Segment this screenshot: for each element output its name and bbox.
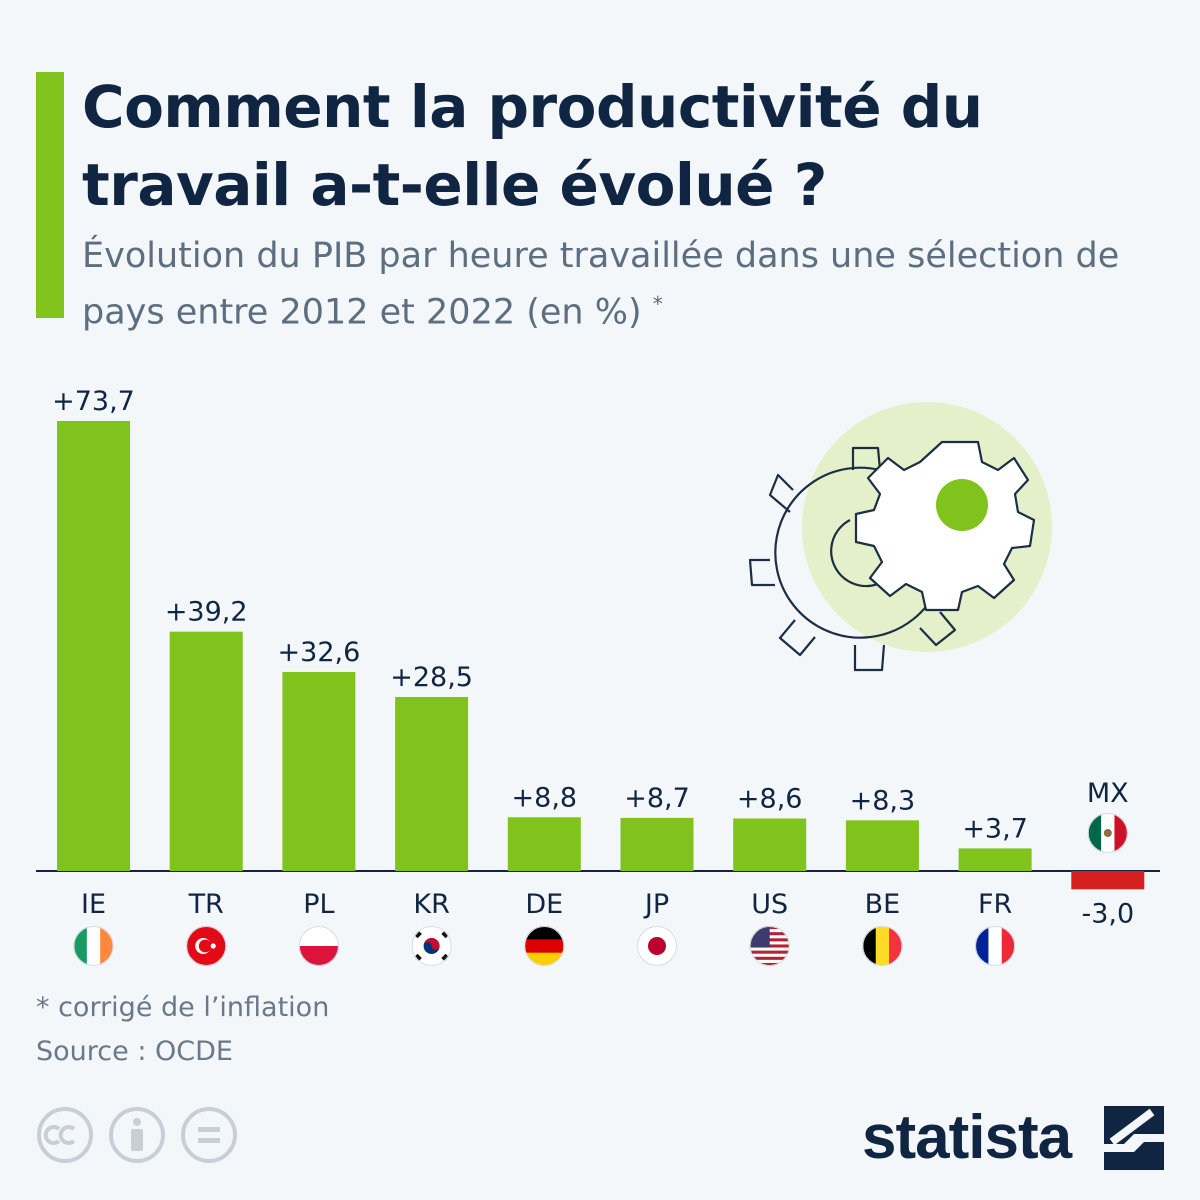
bar-ie [57,421,130,871]
bar-tr [169,631,243,871]
statista-logo-icon [1104,1106,1164,1170]
country-label-mx: MX [1087,778,1129,809]
flag-germany-icon [524,926,565,966]
value-label-us: +8,6 [737,783,803,814]
subtitle-text: Évolution du PIB par heure travaillée da… [82,236,1120,333]
value-label-tr: +39,2 [165,597,248,628]
flag-south-korea-icon [411,926,452,966]
value-label-mx: -3,0 [1081,898,1134,929]
bar-chart: +73,7 +39,2 +32,6 +28,5 +8,8 +8,7 +8,6 +8,3 +3,7… [36,386,1160,966]
flags-group [73,813,1128,966]
flag-ireland-icon [73,926,114,966]
bar-mx [1071,871,1145,890]
bar-jp [620,817,694,871]
flag-poland-icon [298,926,339,966]
country-label-tr: TR [188,889,224,920]
value-label-kr: +28,5 [390,662,473,693]
bar-be [845,820,919,871]
statista-logo[interactable]: statista [862,1098,1182,1178]
flag-japan-icon [637,926,677,966]
value-labels-group: +73,7 +39,2 +32,6 +28,5 +8,8 +8,7 +8,6 +8,3 +3,7… [52,386,1134,929]
bar-kr [395,696,469,871]
statista-wordmark: statista [862,1103,1073,1172]
country-label-be: BE [865,889,901,920]
small-gear-hub [936,479,988,531]
value-label-pl: +32,6 [278,637,361,668]
chart-title: Comment la productivité du travail a-t-e… [82,73,983,219]
value-label-jp: +8,7 [624,783,690,814]
country-label-de: DE [525,889,563,920]
accent-bar [36,72,64,318]
bar-pl [282,671,356,871]
flag-france-icon [975,926,1016,966]
gears-illustration [748,402,1052,672]
flag-belgium-icon [862,926,903,966]
country-label-kr: KR [413,889,449,920]
country-label-ie: IE [81,889,106,920]
license-icons [37,1107,237,1163]
country-label-us: US [751,889,788,920]
footnote: * corrigé de l’inflation [36,992,330,1023]
cc-icon[interactable] [37,1107,93,1163]
country-label-fr: FR [978,889,1012,920]
source-note: Source : OCDE [36,1036,233,1067]
value-label-be: +8,3 [850,785,916,816]
country-label-pl: PL [303,889,334,920]
value-label-fr: +3,7 [962,813,1028,844]
attribution-icon[interactable] [109,1107,165,1163]
value-label-ie: +73,7 [52,386,135,417]
country-labels-group: IE TR PL KR DE JP US BE FR MX [81,778,1129,920]
flag-turkey-icon [186,926,227,966]
large-gear-teeth [748,446,977,672]
bar-us [733,818,807,871]
bar-de [507,817,581,871]
chart-subtitle: Évolution du PIB par heure travaillée da… [82,232,1162,337]
bar-fr [958,848,1032,871]
flag-mexico-icon [1087,813,1128,853]
subtitle-asterisk: * [652,292,663,316]
bars-group [57,421,1145,890]
small-gear-icon [854,440,1036,612]
no-derivatives-icon[interactable] [181,1107,237,1163]
value-label-de: +8,8 [512,782,578,813]
flag-usa-icon [749,926,790,966]
country-label-jp: JP [643,889,669,920]
